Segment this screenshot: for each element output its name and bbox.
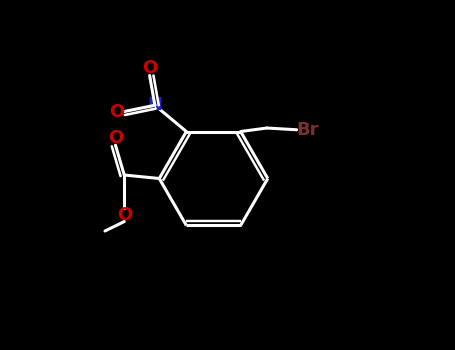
Text: N: N	[147, 96, 162, 114]
Text: O: O	[142, 59, 157, 77]
Text: O: O	[116, 206, 132, 224]
Text: O: O	[108, 128, 123, 147]
Text: O: O	[109, 103, 124, 120]
Text: Br: Br	[297, 121, 319, 139]
